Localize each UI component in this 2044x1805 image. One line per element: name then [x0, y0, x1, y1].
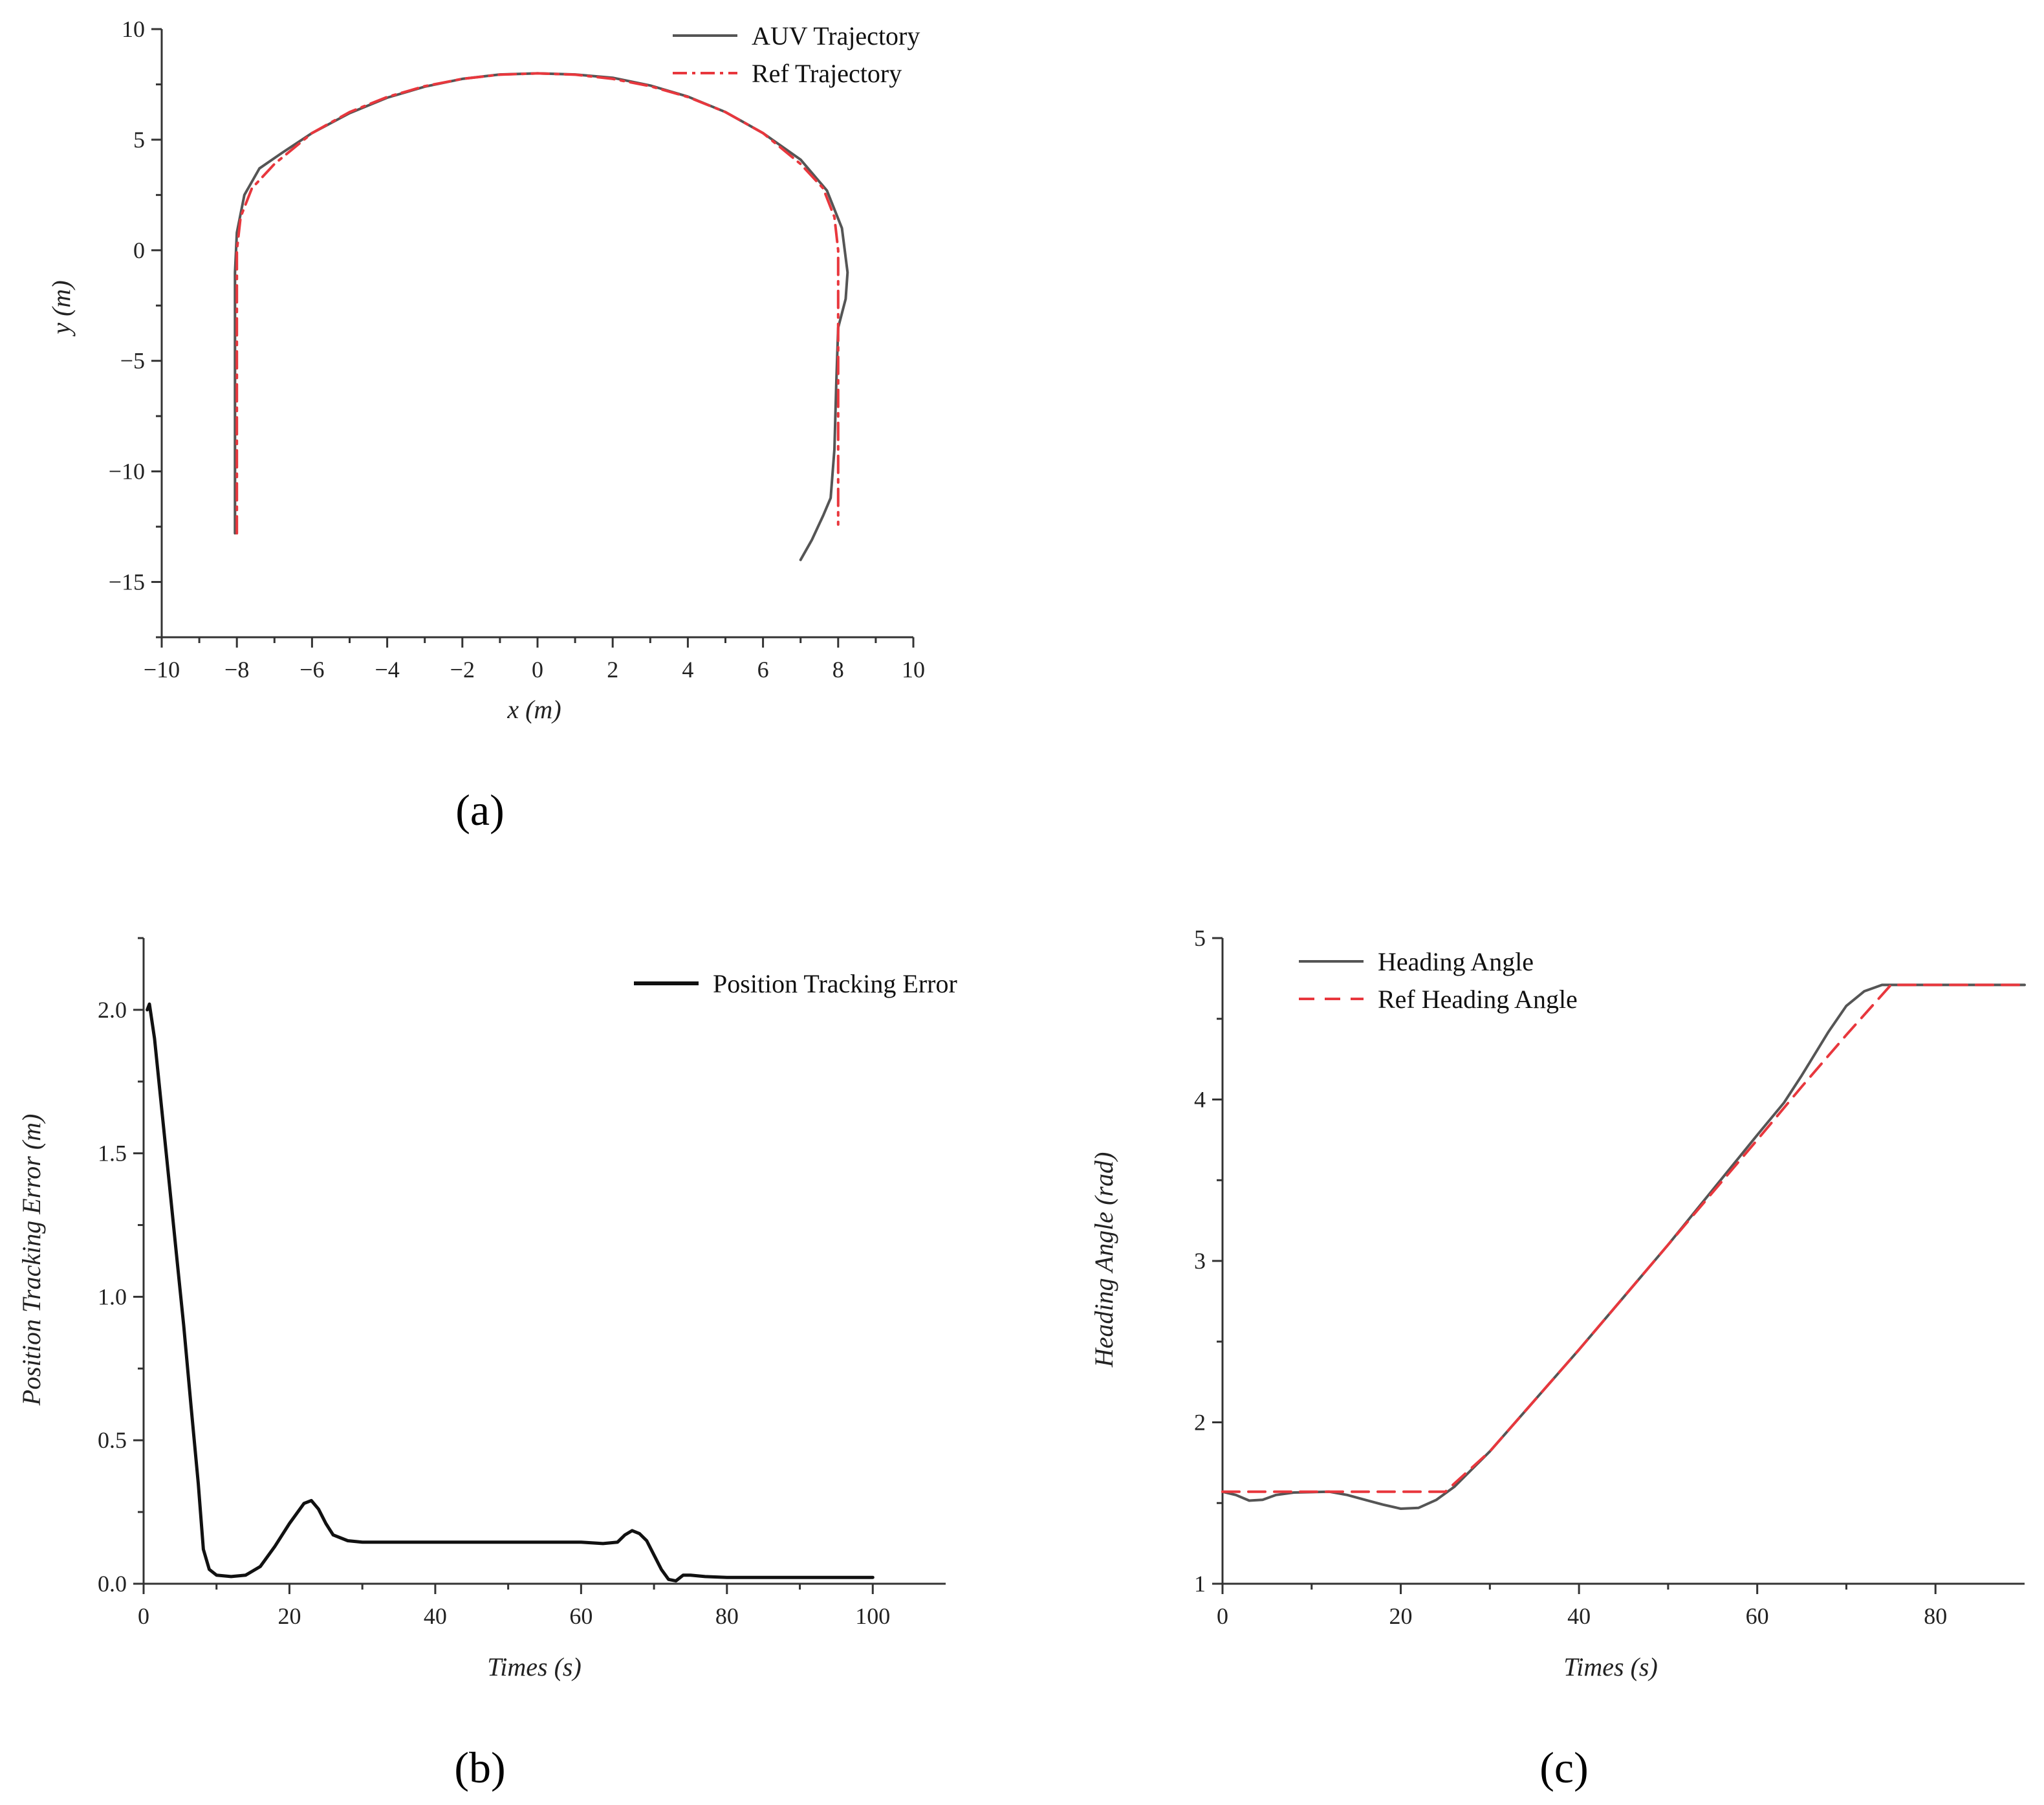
chart-a-ylabel: y (m)	[47, 280, 76, 336]
chart-a-series-line-1	[235, 72, 840, 535]
y-tick-label: 3	[1194, 1248, 1206, 1274]
x-tick-label: 2	[607, 657, 618, 683]
chart-a-axes	[160, 29, 913, 639]
chart-c-xlabel: Times (s)	[1563, 1652, 1658, 1681]
chart-c-series-line-1	[1221, 983, 2026, 1493]
x-tick-label: 80	[715, 1603, 739, 1629]
x-tick-label: 40	[1567, 1603, 1591, 1629]
legend-label-0: Heading Angle	[1378, 947, 1534, 976]
chart-c-ticks: 0 20 40 60 80 1 2 3 4 5	[1194, 925, 1947, 1629]
chart-b-series-line-0	[146, 1002, 875, 1583]
chart-a-ticks: −10 −8 −6 −4 −2 0 2 4 6 8 10 10 5 0 −5 −10 −15	[109, 16, 925, 683]
x-tick-label: −10	[144, 657, 180, 683]
x-tick-label: 0	[532, 657, 543, 683]
x-tick-label: 8	[832, 657, 844, 683]
x-tick-label: 20	[277, 1603, 301, 1629]
chart-a-series	[234, 72, 849, 562]
chart-b-ticks: 0 20 40 60 80 100 0.0 0.5 1.0 1.5 2.0	[98, 937, 890, 1629]
chart-c-series-line-0	[1221, 983, 2026, 1510]
chart-b-legend: Position Tracking Error	[634, 969, 957, 998]
x-tick-label: 60	[1746, 1603, 1769, 1629]
legend-label-0: Position Tracking Error	[713, 969, 957, 998]
x-tick-label: 10	[902, 657, 925, 683]
chart-b: 0 20 40 60 80 100 0.0 0.5 1.0 1.5 2.0 Position Tra…	[17, 937, 957, 1792]
x-tick-label: 60	[569, 1603, 593, 1629]
y-tick-label: 2	[1194, 1410, 1206, 1436]
x-tick-label: 100	[855, 1603, 890, 1629]
chart-c-legend: Heading Angle Ref Heading Angle	[1299, 947, 1578, 1014]
chart-b-panel-label: (b)	[454, 1743, 505, 1792]
chart-c: 0 20 40 60 80 1 2 3 4 5 Heading Angle Ref Heading …	[1089, 925, 2026, 1792]
y-tick-label: 5	[133, 127, 145, 153]
x-tick-label: −4	[375, 657, 399, 683]
x-tick-label: 6	[757, 657, 769, 683]
y-tick-label: 2.0	[98, 997, 127, 1023]
y-tick-label: −15	[109, 569, 145, 595]
y-tick-label: 1.0	[98, 1284, 127, 1309]
y-tick-label: 4	[1194, 1087, 1206, 1113]
y-tick-label: 0	[133, 237, 145, 263]
legend-label-0: AUV Trajectory	[752, 21, 920, 50]
x-tick-label: 40	[424, 1603, 447, 1629]
x-tick-label: −6	[299, 657, 324, 683]
y-tick-label: 0.0	[98, 1571, 127, 1597]
y-tick-label: 5	[1194, 925, 1206, 951]
chart-b-series	[146, 1002, 875, 1583]
chart-a-panel-label: (a)	[455, 785, 504, 835]
chart-b-xlabel: Times (s)	[487, 1652, 582, 1681]
chart-a-legend: AUV Trajectory Ref Trajectory	[673, 21, 920, 88]
chart-a-series-line-0	[234, 72, 849, 562]
legend-label-1: Ref Heading Angle	[1378, 985, 1578, 1014]
y-tick-label: 1	[1194, 1571, 1206, 1597]
chart-c-axes	[1221, 938, 2025, 1585]
y-tick-label: −10	[109, 459, 145, 485]
chart-a-xlabel: x (m)	[506, 695, 561, 724]
x-tick-label: 0	[138, 1603, 149, 1629]
x-tick-label: 0	[1217, 1603, 1228, 1629]
x-tick-label: −2	[450, 657, 475, 683]
chart-c-panel-label: (c)	[1539, 1743, 1588, 1792]
chart-b-axes	[142, 938, 946, 1585]
y-tick-label: −5	[120, 348, 145, 374]
y-tick-label: 0.5	[98, 1427, 127, 1453]
chart-c-series	[1221, 983, 2026, 1510]
chart-b-ylabel: Position Tracking Error (m)	[17, 1114, 46, 1406]
y-tick-label: 1.5	[98, 1141, 127, 1166]
chart-c-ylabel: Heading Angle (rad)	[1089, 1152, 1118, 1368]
x-tick-label: −8	[224, 657, 249, 683]
x-tick-label: 20	[1389, 1603, 1413, 1629]
legend-label-1: Ref Trajectory	[752, 59, 902, 88]
chart-a: −10 −8 −6 −4 −2 0 2 4 6 8 10 10 5 0 −5 −10 −15 AUV Traje…	[47, 16, 925, 835]
x-tick-label: 4	[682, 657, 693, 683]
y-tick-label: 10	[122, 16, 145, 42]
x-tick-label: 80	[1924, 1603, 1947, 1629]
